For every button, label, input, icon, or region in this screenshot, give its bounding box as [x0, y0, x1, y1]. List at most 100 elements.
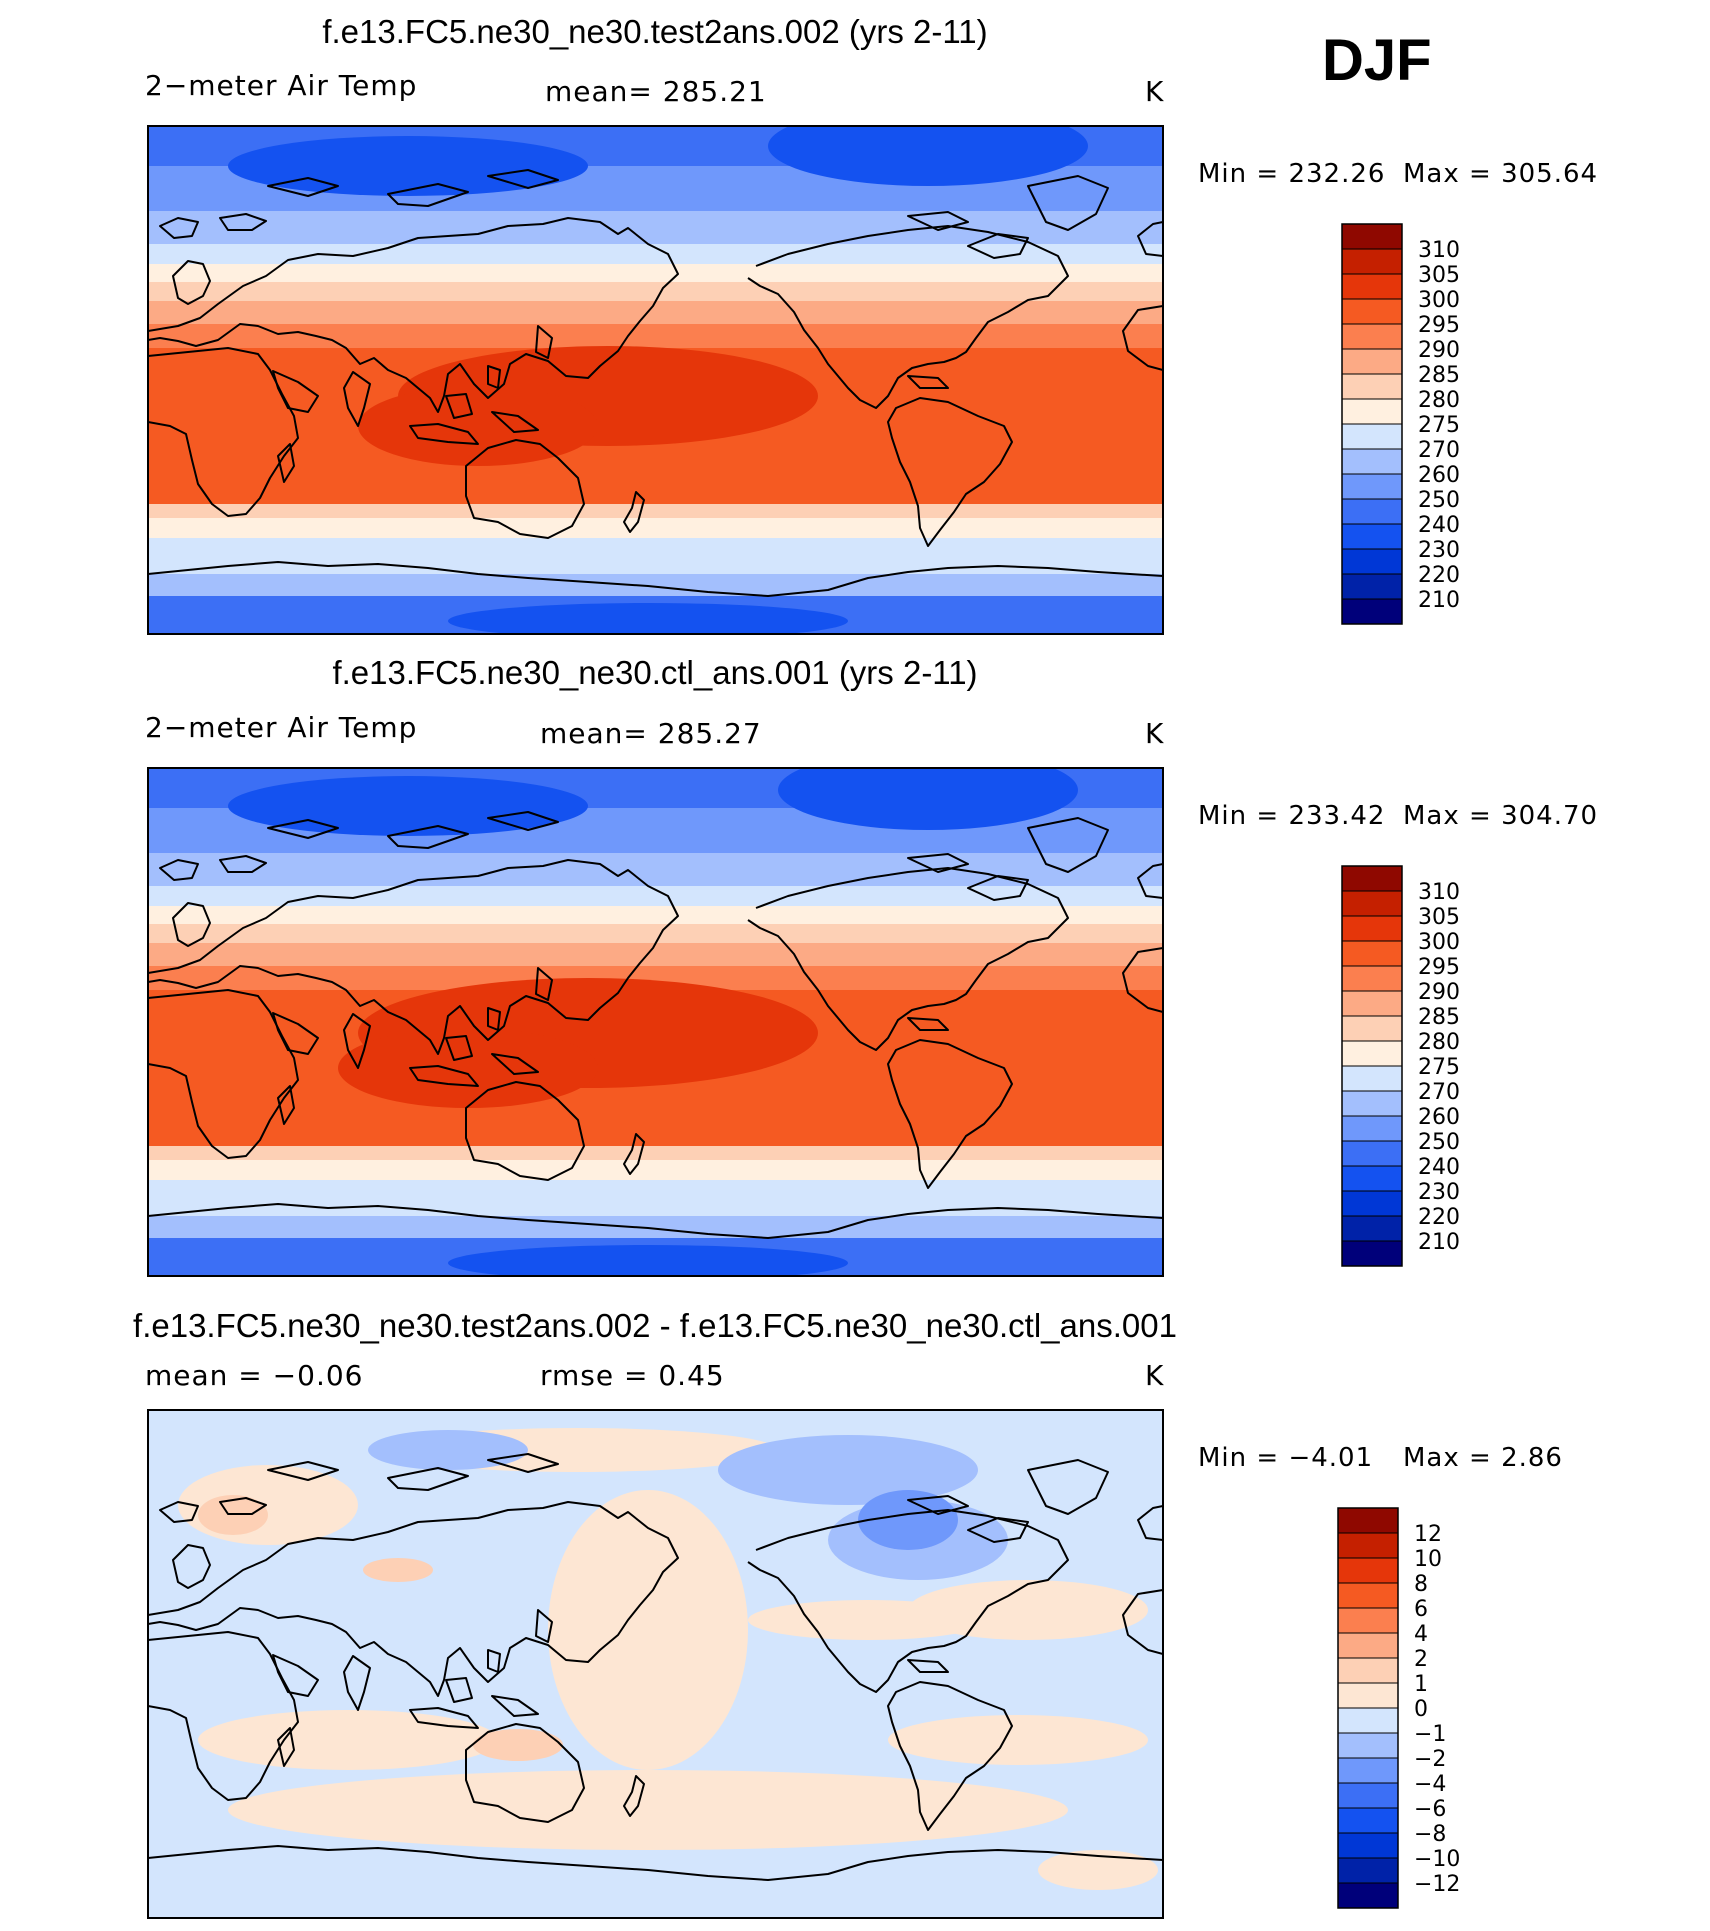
- max-label: Max = 2.86: [1403, 1443, 1563, 1473]
- colorbar-swatch: [1341, 223, 1403, 250]
- panel-title: f.e13.FC5.ne30_ne30.test2ans.002 - f.e13…: [133, 1307, 1177, 1344]
- colorbar-tick-label: 280: [1418, 1030, 1460, 1055]
- colorbar-swatch: [1341, 1140, 1403, 1167]
- panel-1: f.e13.FC5.ne30_ne30.test2ans.002 (yrs 2-…: [145, 13, 1598, 635]
- colorbar-swatch: [1337, 1632, 1399, 1659]
- colorbar-tick-label: 220: [1418, 563, 1460, 588]
- field-cold-core: [768, 126, 1088, 186]
- panel-3: f.e13.FC5.ne30_ne30.test2ans.002 - f.e13…: [133, 1307, 1563, 1919]
- field-cold-core: [778, 768, 1078, 830]
- mean-label: mean= 285.21: [545, 75, 767, 108]
- field-anomaly: [718, 1435, 978, 1505]
- colorbar-tick-label: 230: [1418, 1180, 1460, 1205]
- colorbar-tick-label: 290: [1418, 338, 1460, 363]
- colorbar-swatch: [1337, 1882, 1399, 1909]
- colorbar-tick-label: 250: [1418, 488, 1460, 513]
- colorbar-tick-label: 220: [1418, 1205, 1460, 1230]
- colorbar-tick-label: 310: [1418, 238, 1460, 263]
- variable-label: 2−meter Air Temp: [145, 711, 417, 744]
- units-label: K: [1145, 75, 1164, 108]
- field-warm-pool: [338, 1028, 598, 1108]
- colorbar-tick-label: 260: [1418, 1105, 1460, 1130]
- colorbar-tick-label: 12: [1414, 1522, 1442, 1547]
- colorbar-frame: [1341, 223, 1403, 625]
- colorbar-swatch: [1341, 965, 1403, 992]
- colorbar-swatch: [1337, 1857, 1399, 1884]
- colorbar-tick-label: 4: [1414, 1622, 1428, 1647]
- colorbar-tick-label: −6: [1414, 1797, 1446, 1822]
- colorbar-swatch: [1341, 548, 1403, 575]
- colorbar-tick-label: −2: [1414, 1747, 1446, 1772]
- map-plot: [147, 1409, 1164, 1919]
- colorbar-tick-label: 8: [1414, 1572, 1428, 1597]
- colorbar-swatch: [1341, 498, 1403, 525]
- panel-title: f.e13.FC5.ne30_ne30.test2ans.002 (yrs 2-…: [322, 13, 987, 50]
- colorbar-swatch: [1341, 940, 1403, 967]
- colorbar-swatch: [1337, 1657, 1399, 1684]
- colorbar-swatch: [1341, 915, 1403, 942]
- colorbar-swatch: [1341, 1240, 1403, 1267]
- colorbar-tick-label: 260: [1418, 463, 1460, 488]
- colorbar-tick-label: 240: [1418, 1155, 1460, 1180]
- colorbar-tick-label: 230: [1418, 538, 1460, 563]
- colorbar-tick-label: 270: [1418, 1080, 1460, 1105]
- colorbar-tick-label: 295: [1418, 955, 1460, 980]
- colorbar-swatch: [1341, 423, 1403, 450]
- colorbar-swatch: [1341, 1015, 1403, 1042]
- field-anomaly: [363, 1558, 433, 1582]
- min-label: Min = 233.42: [1198, 801, 1385, 831]
- season-label: DJF: [1322, 28, 1432, 93]
- colorbar-swatch: [1337, 1532, 1399, 1559]
- units-label: K: [1145, 1359, 1164, 1392]
- colorbar-tick-label: 210: [1418, 1230, 1460, 1255]
- colorbar-tick-label: −12: [1414, 1872, 1460, 1897]
- colorbar-tick-label: −8: [1414, 1822, 1446, 1847]
- field-anomaly: [858, 1490, 958, 1550]
- max-label: Max = 305.64: [1403, 159, 1598, 189]
- colorbar-tick-label: 280: [1418, 388, 1460, 413]
- colorbar-swatch: [1341, 890, 1403, 917]
- colorbar-tick-label: 10: [1414, 1547, 1442, 1572]
- colorbar-tick-label: 305: [1418, 905, 1460, 930]
- mean-label: mean = −0.06: [145, 1359, 363, 1392]
- field-anomaly: [1038, 1850, 1158, 1890]
- colorbar-tick-label: 275: [1418, 413, 1460, 438]
- colorbar-swatch: [1337, 1557, 1399, 1584]
- colorbar-swatch: [1341, 1115, 1403, 1142]
- max-label: Max = 304.70: [1403, 801, 1598, 831]
- field-cold-core: [228, 776, 588, 836]
- field-anomaly: [228, 1770, 1068, 1850]
- colorbar-tick-label: −10: [1414, 1847, 1460, 1872]
- colorbar-tick-label: 310: [1418, 880, 1460, 905]
- colorbar-tick-label: 290: [1418, 980, 1460, 1005]
- colorbar-tick-label: 285: [1418, 363, 1460, 388]
- colorbar-swatch: [1341, 990, 1403, 1017]
- field-anomaly: [198, 1710, 498, 1770]
- colorbar-swatch: [1337, 1807, 1399, 1834]
- colorbar-swatch: [1341, 273, 1403, 300]
- colorbar-swatch: [1341, 1190, 1403, 1217]
- map-plot: [147, 767, 1164, 1277]
- colorbar-tick-label: 270: [1418, 438, 1460, 463]
- colorbar-tick-label: 285: [1418, 1005, 1460, 1030]
- colorbar-swatch: [1341, 298, 1403, 325]
- variable-label: 2−meter Air Temp: [145, 69, 417, 102]
- colorbar-tick-label: 295: [1418, 313, 1460, 338]
- field-anomaly: [548, 1490, 748, 1770]
- colorbar-tick-label: 1: [1414, 1672, 1428, 1697]
- colorbar-tick-label: 6: [1414, 1597, 1428, 1622]
- colorbar-swatch: [1341, 1090, 1403, 1117]
- map-frame: [147, 125, 1164, 635]
- field-band: [148, 538, 1163, 578]
- colorbar-swatch: [1337, 1832, 1399, 1859]
- min-label: Min = 232.26: [1198, 159, 1385, 189]
- colorbar-swatch: [1337, 1607, 1399, 1634]
- colorbar-swatch: [1341, 598, 1403, 625]
- colorbar-swatch: [1337, 1682, 1399, 1709]
- min-label: Min = −4.01: [1198, 1443, 1373, 1473]
- field-anomaly: [473, 1729, 563, 1761]
- colorbar-tick-label: 0: [1414, 1697, 1428, 1722]
- mean-label: mean= 285.27: [540, 717, 762, 750]
